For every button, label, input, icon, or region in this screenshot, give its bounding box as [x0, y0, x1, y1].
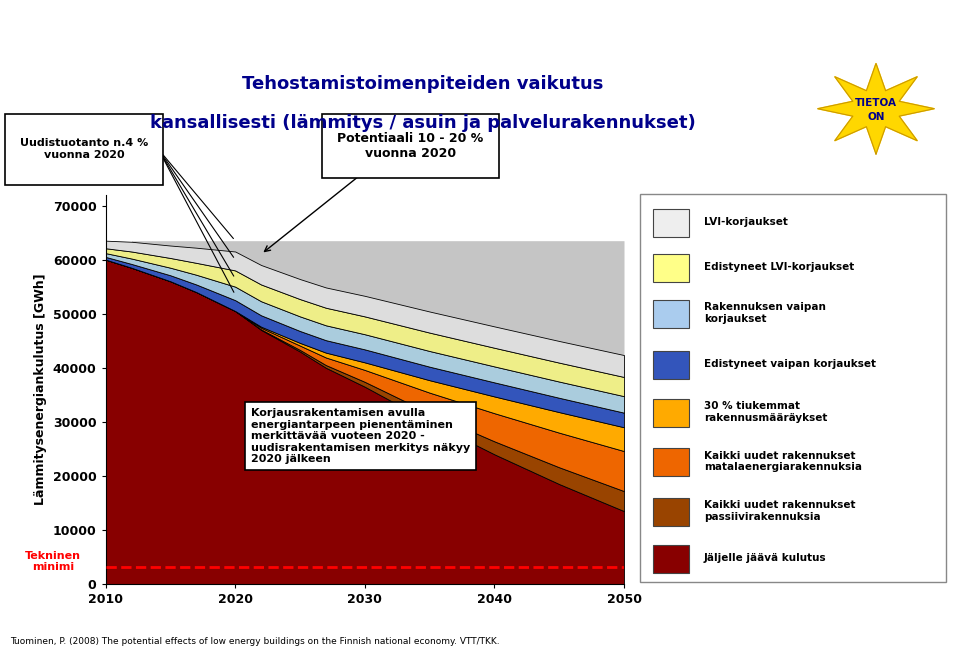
Text: Tuominen, P. (2008) The potential effects of low energy buildings on the Finnish: Tuominen, P. (2008) The potential effect… — [10, 637, 499, 646]
Text: Tehostamistoimenpiteiden vaikutus: Tehostamistoimenpiteiden vaikutus — [242, 75, 603, 93]
FancyBboxPatch shape — [653, 300, 689, 328]
Text: TIETOA: TIETOA — [855, 97, 897, 108]
Text: Korjausrakentamisen avulla
energiantarpeen pienentäminen
merkittävää vuoteen 202: Korjausrakentamisen avulla energiantarpe… — [251, 408, 470, 464]
FancyBboxPatch shape — [5, 114, 163, 185]
Text: LVI-korjaukset: LVI-korjaukset — [704, 217, 788, 227]
Text: Kaikki uudet rakennukset
matalaenergiarakennuksia: Kaikki uudet rakennukset matalaenergiara… — [704, 450, 862, 472]
Text: ON: ON — [867, 112, 885, 122]
FancyBboxPatch shape — [653, 351, 689, 380]
Text: Edistyneet vaipan korjaukset: Edistyneet vaipan korjaukset — [704, 360, 876, 369]
Text: Tekninen
minimi: Tekninen minimi — [25, 550, 81, 572]
Text: 19/1/2010: 19/1/2010 — [672, 19, 730, 29]
Text: kansallisesti (lämmitys / asuin ja palvelurakennukset): kansallisesti (lämmitys / asuin ja palve… — [150, 114, 695, 132]
Text: Jäljelle jäävä kulutus: Jäljelle jäävä kulutus — [704, 554, 827, 563]
FancyBboxPatch shape — [653, 448, 689, 476]
Text: Potentiaali 10 - 20 %
vuonna 2020: Potentiaali 10 - 20 % vuonna 2020 — [337, 132, 484, 160]
Text: Kaikki uudet rakennukset
passiivirakennuksia: Kaikki uudet rakennukset passiivirakennu… — [704, 500, 855, 522]
Text: 30 % tiukemmat
rakennusmääräykset: 30 % tiukemmat rakennusmääräykset — [704, 401, 828, 422]
Text: Uudistuotanto n.4 %
vuonna 2020: Uudistuotanto n.4 % vuonna 2020 — [20, 138, 148, 160]
FancyBboxPatch shape — [653, 498, 689, 526]
FancyBboxPatch shape — [653, 399, 689, 427]
Text: Rakennuksen vaipan
korjaukset: Rakennuksen vaipan korjaukset — [704, 302, 826, 324]
FancyBboxPatch shape — [653, 545, 689, 574]
Y-axis label: Lämmitysenergiankulutus [GWh]: Lämmitysenergiankulutus [GWh] — [35, 274, 47, 505]
Text: Edistyneet LVI-korjaukset: Edistyneet LVI-korjaukset — [704, 262, 854, 273]
FancyBboxPatch shape — [653, 254, 689, 282]
Polygon shape — [818, 64, 934, 154]
FancyBboxPatch shape — [653, 209, 689, 237]
FancyBboxPatch shape — [640, 194, 946, 582]
Text: 8: 8 — [764, 19, 772, 29]
FancyBboxPatch shape — [322, 114, 499, 178]
